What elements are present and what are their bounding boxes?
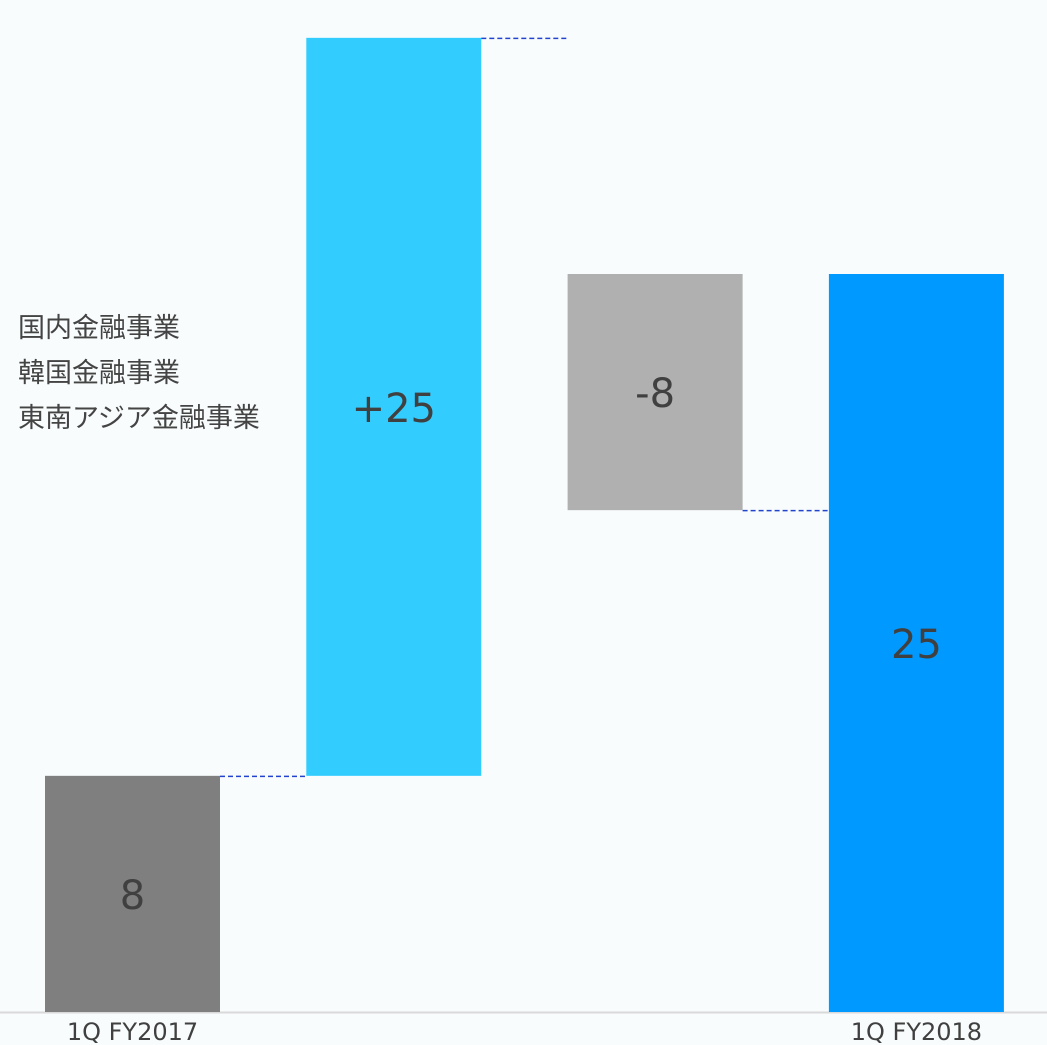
- annotation-line: 東南アジア金融事業: [18, 403, 260, 434]
- bar-0: [45, 775, 220, 1012]
- x-tick-label: 1Q FY2017: [67, 1018, 198, 1045]
- data-label: 25: [891, 622, 942, 668]
- data-label: -8: [635, 371, 675, 417]
- annotation-line: 国内金融事業: [18, 313, 180, 344]
- x-tick-label: 1Q FY2018: [851, 1018, 982, 1045]
- annotation-line: 韓国金融事業: [18, 358, 180, 389]
- bar-2: [567, 274, 743, 511]
- bar-1: [306, 37, 482, 776]
- increase-annotation: 国内金融事業 韓国金融事業 東南アジア金融事業: [18, 306, 260, 441]
- data-label: 8: [120, 873, 145, 919]
- data-label: +25: [352, 386, 436, 432]
- bar-3: [828, 274, 1004, 1012]
